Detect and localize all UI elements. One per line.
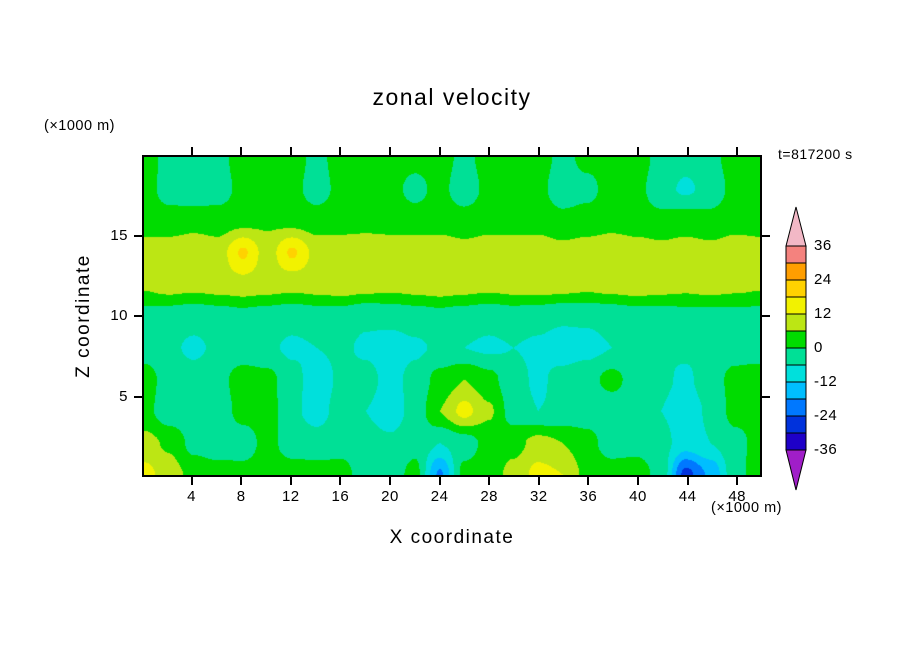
colorbar-segment <box>785 364 807 383</box>
x-tick-label: 8 <box>236 488 246 505</box>
colorbar-tick-label: 24 <box>814 271 832 288</box>
x-tick-bottom <box>389 477 391 485</box>
colorbar-tick-label: 36 <box>814 237 832 254</box>
time-stamp-label: t=817200 s <box>778 146 853 162</box>
x-tick-bottom <box>537 477 540 485</box>
x-tick-top <box>736 147 739 155</box>
colorbar-segment <box>785 262 807 281</box>
z-tick-label: 5 <box>119 387 128 405</box>
x-tick-label: 44 <box>678 488 697 505</box>
z-tick-left <box>134 395 142 398</box>
x-tick-top <box>438 147 441 155</box>
x-tick-bottom <box>488 477 491 485</box>
x-tick-bottom <box>686 477 689 485</box>
colorbar-under-arrow <box>785 449 807 491</box>
z-tick-right <box>762 395 770 398</box>
x-tick-bottom <box>736 477 739 485</box>
z-tick-left <box>134 234 142 237</box>
x-tick-bottom <box>339 477 342 485</box>
colorbar-tick-label: -24 <box>814 407 838 424</box>
z-axis-title: Z coordinate <box>73 254 94 378</box>
x-tick-bottom <box>438 477 441 485</box>
x-tick-top <box>637 147 639 155</box>
x-tick-label: 32 <box>529 488 548 505</box>
z-axis-unit-label: (×1000 m) <box>44 118 115 134</box>
x-tick-label: 28 <box>480 488 499 505</box>
colorbar <box>784 206 808 497</box>
colorbar-tick-label: 0 <box>814 339 823 356</box>
colorbar-segment <box>785 313 807 332</box>
x-tick-label: 40 <box>629 488 647 505</box>
x-tick-top <box>537 147 540 155</box>
x-tick-top <box>190 147 193 155</box>
colorbar-segment <box>785 415 807 434</box>
x-tick-label: 16 <box>331 488 350 505</box>
x-tick-top <box>389 147 391 155</box>
z-tick-label: 10 <box>110 307 128 324</box>
x-tick-label: 24 <box>430 488 449 505</box>
x-tick-top <box>587 147 590 155</box>
colorbar-segment <box>785 330 807 349</box>
chart-title: zonal velocity <box>372 84 532 110</box>
x-tick-top <box>488 147 491 155</box>
x-tick-top <box>339 147 342 155</box>
contour-fill-canvas <box>144 157 760 475</box>
colorbar-segment <box>785 347 807 366</box>
x-tick-label: 4 <box>187 488 197 505</box>
x-tick-top <box>686 147 689 155</box>
x-tick-bottom <box>587 477 590 485</box>
colorbar-segment <box>785 296 807 315</box>
z-tick-right <box>762 234 770 237</box>
z-tick-label: 15 <box>110 226 128 244</box>
x-tick-bottom <box>190 477 193 485</box>
colorbar-segment <box>785 398 807 417</box>
x-tick-label: 36 <box>579 488 598 505</box>
x-axis-unit-label: (×1000 m) <box>711 500 782 516</box>
x-tick-top <box>289 147 292 155</box>
x-tick-bottom <box>289 477 292 485</box>
plot-area <box>142 155 762 477</box>
z-tick-right <box>762 315 770 317</box>
colorbar-segment <box>785 381 807 400</box>
x-tick-top <box>240 147 243 155</box>
x-tick-bottom <box>240 477 243 485</box>
x-axis-title: X coordinate <box>389 527 515 548</box>
x-tick-label: 20 <box>381 488 399 505</box>
colorbar-tick-label: -36 <box>814 441 838 458</box>
x-tick-label: 12 <box>281 488 300 505</box>
colorbar-segment <box>785 245 807 264</box>
x-tick-bottom <box>637 477 639 485</box>
colorbar-tick-label: 12 <box>814 305 832 322</box>
z-tick-left <box>134 315 142 317</box>
colorbar-over-arrow <box>785 206 807 247</box>
colorbar-segment <box>785 279 807 298</box>
x-tick-label: 48 <box>728 488 747 505</box>
colorbar-tick-label: -12 <box>814 373 838 390</box>
colorbar-segment <box>785 432 807 451</box>
